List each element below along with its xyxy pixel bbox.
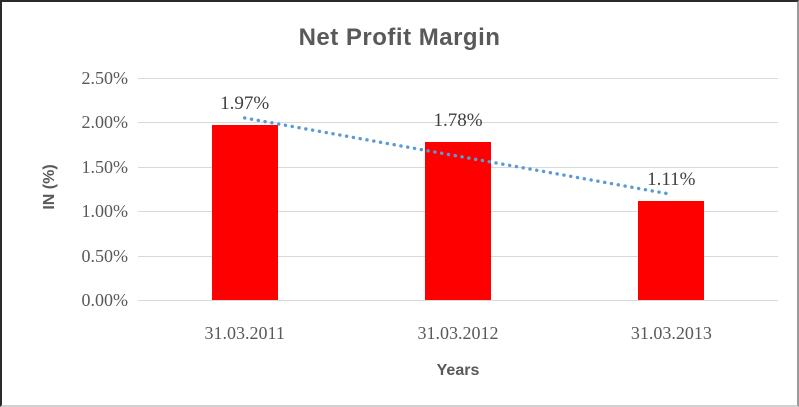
chart-title: Net Profit Margin <box>298 24 501 51</box>
y-axis-tick-label: 0.00% <box>81 290 129 310</box>
y-axis-tick-label: 1.50% <box>81 156 129 177</box>
y-axis-tick-label: 2.50% <box>81 68 129 88</box>
gridline <box>138 78 778 79</box>
x-axis-tick-label: 31.03.2013 <box>630 323 712 343</box>
bar-data-label: 1.97% <box>220 93 270 115</box>
x-axis-tick-label: 31.03.2011 <box>204 323 285 343</box>
bar-31.03.2013 <box>638 201 705 300</box>
y-axis-tick-label: 0.50% <box>81 245 129 266</box>
bar-31.03.2011 <box>211 125 278 300</box>
bar-data-label: 1.11% <box>647 169 696 191</box>
bar-data-label: 1.78% <box>433 109 483 131</box>
bar-31.03.2012 <box>425 141 491 300</box>
gridline <box>138 300 778 301</box>
x-axis-tick-label: 31.03.2012 <box>417 323 499 343</box>
x-axis-title: Years <box>436 362 480 379</box>
y-axis-tick-label: 2.00% <box>81 112 129 133</box>
y-axis-tick-label: 1.00% <box>81 201 129 222</box>
